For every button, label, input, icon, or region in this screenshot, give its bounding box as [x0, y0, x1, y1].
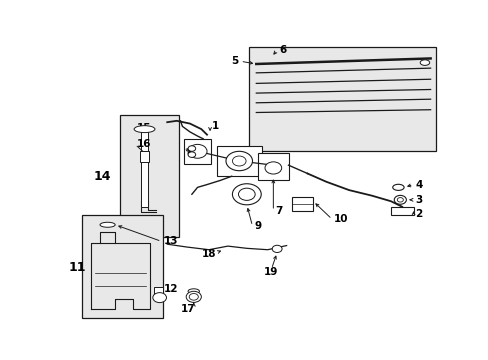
Circle shape — [396, 198, 403, 202]
Circle shape — [232, 184, 261, 205]
Text: 9: 9 — [254, 221, 261, 231]
Bar — [120, 115, 178, 237]
Circle shape — [238, 188, 255, 201]
Bar — [140, 151, 149, 162]
Circle shape — [189, 293, 198, 300]
Circle shape — [232, 156, 245, 166]
Circle shape — [188, 146, 195, 151]
Circle shape — [188, 144, 206, 158]
Text: 15: 15 — [137, 123, 151, 133]
Bar — [141, 129, 148, 207]
Text: 2: 2 — [415, 209, 422, 219]
Text: 19: 19 — [264, 267, 278, 277]
Ellipse shape — [419, 60, 429, 66]
Bar — [82, 215, 163, 318]
Ellipse shape — [100, 222, 115, 227]
Text: 10: 10 — [333, 214, 348, 224]
Bar — [184, 139, 210, 164]
Text: 3: 3 — [415, 195, 422, 205]
Bar — [258, 153, 288, 180]
Text: 17: 17 — [181, 304, 195, 314]
Bar — [248, 48, 435, 151]
Circle shape — [393, 195, 406, 204]
Text: 13: 13 — [163, 237, 178, 246]
Circle shape — [186, 291, 201, 302]
Circle shape — [272, 245, 282, 252]
Bar — [154, 287, 163, 295]
Text: 11: 11 — [68, 261, 86, 274]
Circle shape — [264, 162, 281, 174]
Text: 8: 8 — [186, 148, 193, 158]
Circle shape — [153, 293, 166, 303]
Bar — [390, 207, 413, 215]
Bar — [216, 146, 262, 176]
Ellipse shape — [392, 184, 403, 190]
Text: 6: 6 — [279, 45, 285, 55]
Ellipse shape — [134, 126, 155, 132]
Ellipse shape — [188, 289, 199, 294]
Circle shape — [188, 152, 195, 157]
Text: 5: 5 — [231, 56, 238, 66]
Text: 12: 12 — [163, 284, 178, 293]
Bar — [292, 197, 312, 211]
Text: 16: 16 — [137, 139, 151, 149]
Circle shape — [225, 151, 252, 171]
Text: 7: 7 — [275, 206, 282, 216]
Text: 14: 14 — [93, 170, 111, 183]
Text: 4: 4 — [415, 180, 422, 190]
Text: 18: 18 — [201, 249, 216, 259]
Text: 1: 1 — [211, 121, 219, 131]
